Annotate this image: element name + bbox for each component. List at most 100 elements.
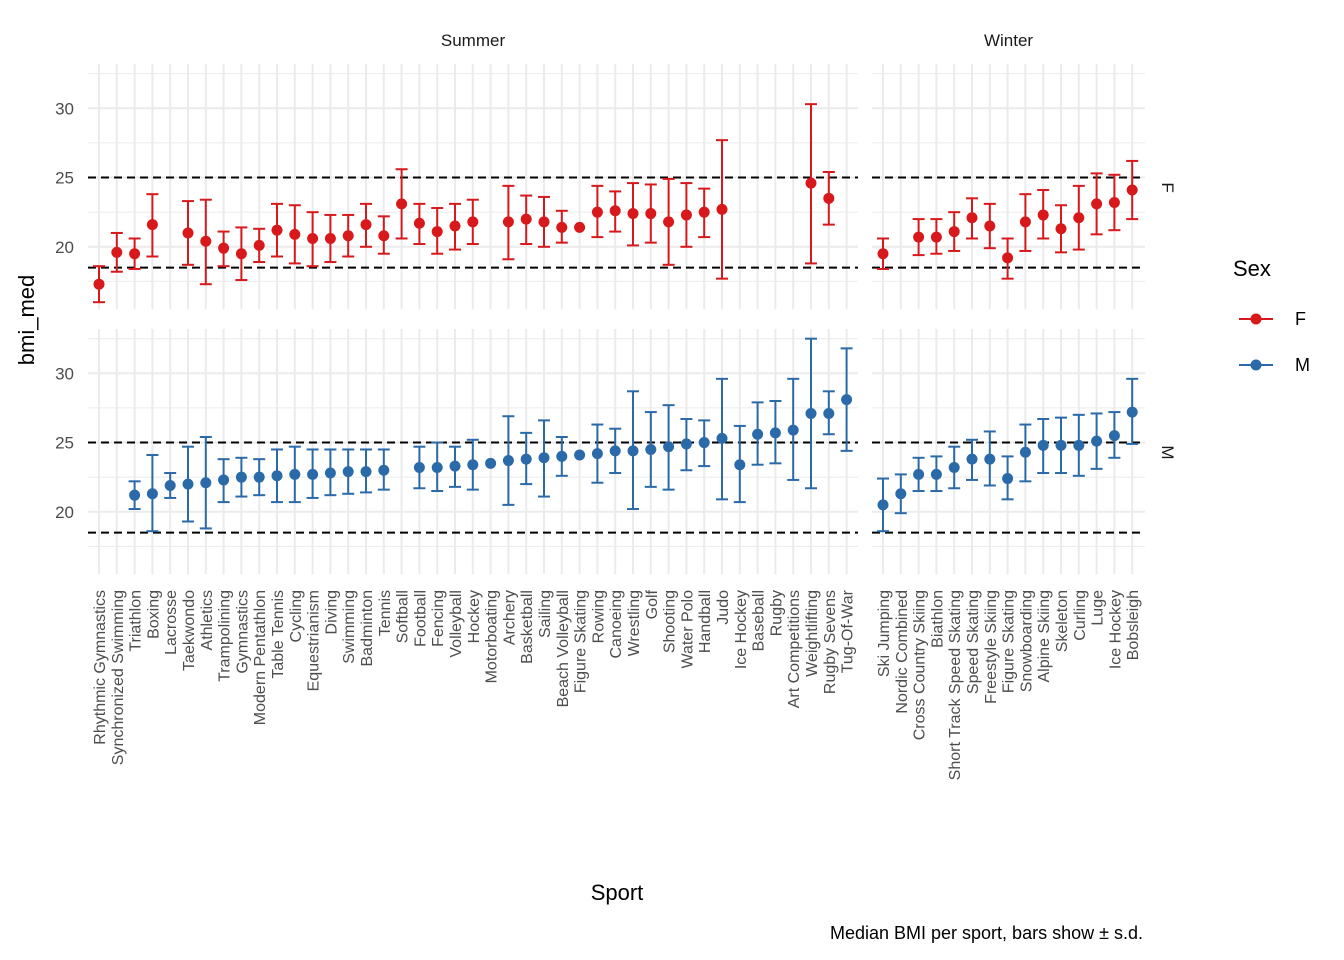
x-axis-title: Sport (591, 880, 644, 905)
x-tick-label: Basketball (519, 590, 536, 664)
x-tick-label: Modern Pentathlon (252, 590, 269, 725)
strip-label-summer: Summer (441, 31, 506, 50)
x-tick-label: Ice Hockey (733, 590, 750, 669)
data-point (449, 460, 461, 472)
x-tick-label: Equestrianism (306, 590, 323, 691)
data-point (467, 216, 479, 228)
data-point (1037, 439, 1049, 451)
strip-label-f: F (1158, 182, 1177, 192)
data-point (574, 221, 586, 233)
y-tick-label: 20 (55, 238, 74, 257)
data-point (752, 428, 764, 440)
x-tick-label: Figure Skating (1001, 590, 1018, 693)
data-point (289, 228, 301, 240)
data-point (841, 394, 853, 406)
data-point (342, 466, 354, 478)
data-point (307, 232, 319, 244)
x-tick-label: Cycling (288, 590, 305, 642)
data-point (1126, 406, 1138, 418)
x-tick-label: Freestyle Skiing (983, 590, 1000, 704)
x-tick-label: Tennis (377, 590, 394, 636)
x-axis-labels: Rhythmic Gymnastics Synchronized Swimming… (92, 589, 1142, 780)
data-point (1108, 430, 1120, 442)
x-tick-label: Tug-Of-War (840, 589, 857, 673)
data-point (1037, 209, 1049, 221)
data-point (663, 216, 675, 228)
data-point (591, 448, 603, 460)
x-tick-label: Nordic Combined (894, 590, 911, 714)
series-winter-m (877, 377, 1139, 533)
x-tick-label: Skeleton (1054, 590, 1071, 652)
y-tick-label: 20 (55, 503, 74, 522)
strip-label-m: M (1158, 445, 1177, 459)
data-point (218, 242, 230, 254)
data-point (680, 438, 692, 450)
legend-item-f: F (1239, 309, 1306, 329)
x-tick-label: Canoeing (608, 590, 625, 659)
facet-strips: Summer Winter F M (441, 31, 1177, 460)
data-point (467, 459, 479, 471)
data-point (805, 407, 817, 419)
x-tick-label: Badminton (359, 590, 376, 667)
x-tick-label: Water Polo (679, 590, 696, 669)
x-tick-label: Softball (395, 590, 412, 643)
data-point (609, 205, 621, 217)
legend-key-point (1250, 359, 1262, 371)
x-tick-label: Rugby Sevens (822, 590, 839, 694)
data-point (698, 437, 710, 449)
data-point (324, 232, 336, 244)
data-point (948, 226, 960, 238)
data-point (378, 230, 390, 242)
data-point (182, 227, 194, 239)
data-point (877, 248, 889, 260)
data-point (698, 206, 710, 218)
x-tick-label: Wrestling (626, 590, 643, 656)
data-point (680, 209, 692, 221)
data-point (966, 212, 978, 224)
data-point (485, 457, 497, 469)
caption: Median BMI per sport, bars show ± s.d. (830, 923, 1143, 943)
legend-key-point (1250, 313, 1262, 325)
panel-winter-m (872, 328, 1145, 575)
data-point (769, 427, 781, 439)
data-point (716, 203, 728, 215)
data-point (342, 230, 354, 242)
data-point (431, 226, 443, 238)
data-point (1002, 252, 1014, 264)
x-tick-label: Luge (1090, 590, 1107, 626)
data-point (627, 208, 639, 220)
x-tick-label: Taekwondo (181, 590, 198, 671)
x-tick-label: Art Competitions (786, 590, 803, 708)
data-point (984, 453, 996, 465)
x-tick-label: Judo (715, 590, 732, 625)
data-point (146, 219, 158, 231)
x-tick-label: Rhythmic Gymnastics (92, 590, 109, 745)
data-point (948, 461, 960, 473)
y-tick-label: 25 (55, 434, 74, 453)
y-tick-label: 25 (55, 169, 74, 188)
data-point (200, 477, 212, 489)
data-point (271, 470, 283, 482)
data-point (164, 479, 176, 491)
data-point (502, 455, 514, 467)
data-point (307, 468, 319, 480)
plot-panels (88, 63, 1145, 575)
x-tick-label: Hockey (466, 590, 483, 643)
data-point (271, 224, 283, 236)
legend-label: M (1295, 355, 1310, 375)
data-point (538, 216, 550, 228)
x-tick-label: Volleyball (448, 590, 465, 658)
x-tick-label: Curling (1072, 590, 1089, 641)
data-point (324, 467, 336, 479)
series-summer-m (128, 337, 853, 533)
series-summer-f (93, 103, 835, 304)
data-point (431, 461, 443, 473)
x-tick-label: Lacrosse (163, 590, 180, 655)
data-point (93, 278, 105, 290)
x-tick-label: Boxing (145, 590, 162, 639)
data-point (1019, 446, 1031, 458)
data-point (449, 220, 461, 232)
legend-label: F (1295, 309, 1306, 329)
x-tick-label: Fencing (430, 590, 447, 647)
